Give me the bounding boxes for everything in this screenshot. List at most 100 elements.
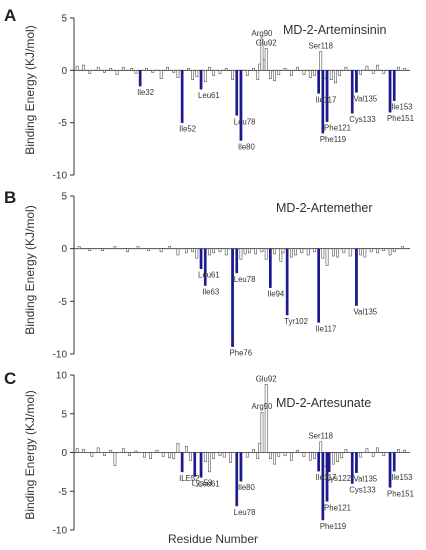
- panel-a-residue-bar: [96, 66, 100, 71]
- panel-b-residue-bar: [281, 248, 285, 254]
- panel-b-residue-bar: [224, 248, 228, 256]
- panel-b-residue-bar: [239, 248, 243, 260]
- panel-c-residue-bar: [382, 452, 386, 456]
- panel-b-residue-bar: [168, 246, 171, 249]
- panel-a-residue-bar: [382, 70, 386, 74]
- panel-a-residue-bar: [115, 70, 119, 75]
- panel-c-residue-bar: [256, 452, 260, 459]
- panel-b-residue-bar: [126, 248, 129, 253]
- panel-a-residue-bar: [302, 70, 306, 75]
- panel-c-residue-bar: [397, 449, 400, 453]
- panel-a-residue-bar: [397, 66, 400, 71]
- panel-b-letter: B: [4, 188, 16, 207]
- panel-a-residue-bar: [203, 70, 207, 83]
- panel-a-bar-val135: [355, 70, 358, 93]
- panel-c-residue-bar: [185, 446, 188, 453]
- panel-a-title: MD-2-Arteminsinin: [283, 23, 387, 37]
- panel-a-residue-bar: [296, 66, 299, 71]
- panel-c-residue-bar: [113, 452, 117, 466]
- panel-c-residue-bar: [189, 452, 192, 461]
- panel-a-residue-bar: [308, 70, 312, 78]
- panel-c-residue-bar: [371, 452, 375, 457]
- panel-a-label-leu78: Leu78: [234, 117, 256, 126]
- panel-a-residue-bar: [134, 70, 138, 74]
- panel-b-label-leu61: Leu61: [198, 271, 220, 280]
- panel-c-residue-bar: [296, 449, 299, 453]
- panel-c-residue-bar: [273, 452, 276, 465]
- panel-c-label-phe121: Phe121: [324, 503, 351, 512]
- panel-c-residue-bar: [75, 448, 79, 453]
- panel-a-residue-bar: [376, 64, 379, 71]
- panel-c-bar-ile80: [239, 452, 243, 482]
- panel-c-y-tick-label: -10: [53, 526, 68, 537]
- panel-c-label-ile153: Ile153: [391, 473, 412, 482]
- panel-b-residue-bar: [336, 248, 339, 258]
- panel-a-residue-bar: [371, 70, 375, 74]
- panel-a-residue-bar: [277, 70, 281, 75]
- panel-a-residue-bar: [151, 70, 155, 73]
- panel-c-residue-bar: [344, 449, 348, 453]
- panel-b-residue-bar: [401, 246, 404, 249]
- panel-a-bar-ile32: [138, 70, 142, 87]
- panel-c-residue-bar: [96, 447, 100, 453]
- panel-b-residue-bar: [306, 248, 310, 256]
- panel-c-label-lys58: Lys58: [192, 479, 213, 488]
- panel-a-bar-phe119: [321, 70, 325, 134]
- panel-c-bar-val135: [355, 452, 358, 473]
- panel-b-residue-bar: [300, 248, 304, 254]
- panel-a-y-axis-title: Binding Energy (KJ/mol): [23, 25, 37, 154]
- panel-b-label-val135: Val135: [353, 308, 377, 317]
- panel-c-y-tick-label: 5: [61, 409, 67, 420]
- panel-b-label-phe76: Phe76: [230, 349, 253, 358]
- panel-a-residue-bar: [403, 67, 407, 71]
- panel-a-bar-glu92: [264, 48, 268, 71]
- panel-c-residue-bar: [203, 452, 207, 463]
- panel-c-residue-bar: [109, 449, 113, 453]
- panel-a-label-phe151: Phe151: [387, 114, 414, 123]
- panel-a-residue-bar: [273, 70, 276, 82]
- x-axis-title: Residue Number: [168, 532, 258, 546]
- panel-c-bar-lys58: [193, 452, 197, 477]
- panel-a-label-leu61: Leu61: [198, 91, 220, 100]
- panel-b-residue-bar: [185, 248, 188, 254]
- panel-b-residue-bar: [369, 248, 373, 253]
- panel-a-label-arg90: Arg90: [252, 29, 273, 38]
- panel-a-bar-ile117: [317, 70, 320, 94]
- panel-a-residue-bar: [245, 70, 249, 76]
- panel-a-residue-bar: [359, 70, 362, 75]
- panel-a-label-cys133: Cys133: [349, 115, 375, 124]
- panel-c-y-tick-label: 0: [61, 448, 67, 459]
- panel-c-residue-bar: [403, 449, 407, 453]
- panel-b-bars: [77, 246, 404, 347]
- panel-c-label-phe151: Phe151: [387, 489, 414, 498]
- panel-b-residue-bar: [290, 248, 293, 258]
- panel-a-label-phe119: Phe119: [320, 135, 346, 144]
- panel-c-residue-bar: [161, 452, 165, 457]
- panel-c-bar-lys122: [327, 452, 331, 473]
- panel-b-residue-labels: Leu61 Ile63 Phe76 Leu78 Ile94 Tyr102 Ile117 Val…: [198, 271, 378, 358]
- panel-b-residue-bar: [359, 248, 362, 256]
- panel-b-y-tick-label: 0: [61, 244, 67, 255]
- panel-c-label-leu78: Leu78: [234, 508, 256, 517]
- panel-c-bar-leu61: [199, 452, 203, 478]
- panel-c-residue-bar: [149, 452, 153, 459]
- panel-c-bar-phe151: [388, 452, 392, 488]
- panel-c-residue-bar: [336, 452, 339, 463]
- panel-c-residue-bar: [176, 442, 180, 453]
- panel-c-residue-bar: [302, 452, 306, 457]
- panel-c-residue-bar: [269, 452, 272, 459]
- panel-b-residue-bar: [176, 248, 180, 256]
- panel-a-residue-bar: [252, 67, 255, 71]
- panel-a-letter: A: [4, 6, 16, 25]
- panel-c-label-ile80: Ile80: [238, 483, 256, 492]
- panel-a-label-ile52: Ile52: [179, 125, 196, 134]
- panel-c-residue-bar: [340, 452, 344, 459]
- panel-c-label-ile52: ILE52: [179, 474, 199, 483]
- panel-b-residue-bar: [191, 248, 195, 253]
- panel-c-bar-leu78: [235, 452, 239, 507]
- panel-b-residue-bar: [332, 248, 335, 257]
- panel-c-y-tick-label: 10: [56, 371, 68, 382]
- panel-b-residue-bar: [113, 246, 117, 249]
- panel-a-residue-bar: [334, 70, 337, 84]
- panel-a-residue-bar: [176, 70, 180, 78]
